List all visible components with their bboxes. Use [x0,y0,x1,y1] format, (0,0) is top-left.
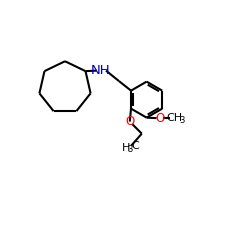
Text: C: C [131,141,139,151]
Text: O: O [155,112,164,125]
Text: 3: 3 [180,116,185,125]
Text: O: O [125,115,134,128]
Text: H: H [122,143,130,153]
Text: CH: CH [166,113,183,123]
Text: 3: 3 [127,145,132,154]
Text: NH: NH [91,64,111,77]
